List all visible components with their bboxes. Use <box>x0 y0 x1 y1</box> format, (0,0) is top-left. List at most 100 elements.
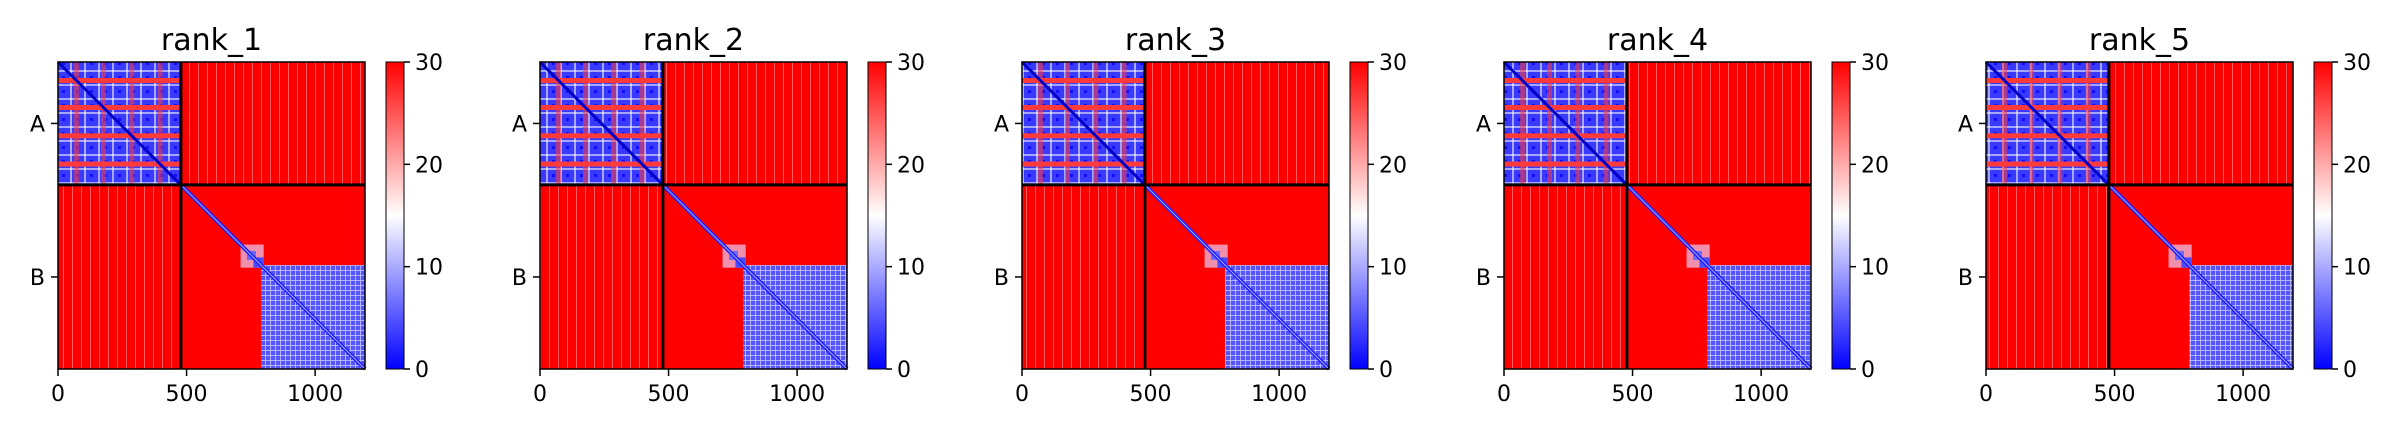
heatmap-panel: rank_4 A B 0 500 1000 0 10 20 30 <box>1476 23 1889 407</box>
heatmap-band <box>100 62 106 185</box>
heatmap-band <box>157 62 163 185</box>
heatmap-band <box>1121 62 1127 185</box>
colorbar-tick-label: 10 <box>897 256 925 281</box>
heatmap-block-ba <box>1022 184 1145 369</box>
heatmap-band <box>1986 133 2109 139</box>
x-tick-label: 0 <box>51 382 65 407</box>
heatmap-band <box>1986 161 2109 167</box>
heatmap-block-ba <box>58 184 181 369</box>
heatmap-panel: rank_2 A B 0 500 1000 0 10 20 30 <box>512 23 925 407</box>
heatmap-band <box>58 77 181 83</box>
y-tick-label: A <box>1958 112 1973 137</box>
x-tick-label: 0 <box>1497 382 1511 407</box>
heatmap-diagonal-b-highlight <box>180 184 366 370</box>
colorbar <box>385 61 405 370</box>
heatmap-panel: rank_5 A B 0 500 1000 0 10 20 30 <box>1958 23 2371 407</box>
heatmap-band <box>1022 104 1145 110</box>
heatmap-band <box>129 62 135 185</box>
axes-frame <box>1985 61 2294 370</box>
colorbar-tick-label: 10 <box>2343 256 2371 281</box>
colorbar-tick-label: 30 <box>415 51 443 76</box>
colorbar-tick-label: 0 <box>2343 358 2357 383</box>
colorbar <box>1349 61 1369 370</box>
heatmap-block-ba <box>1504 184 1627 369</box>
colorbar-tick-label: 0 <box>897 358 911 383</box>
heatmap-diagonal-b-highlight <box>2108 184 2294 370</box>
heatmap-block-ab <box>1144 62 1329 185</box>
x-tick-label: 0 <box>1015 382 1029 407</box>
heatmap-diagonal-b-highlight <box>1626 184 1812 370</box>
colorbar-tick-label: 0 <box>415 358 429 383</box>
axes-frame <box>1021 61 1330 370</box>
heatmap-band <box>555 62 561 185</box>
heatmap-diagonal-a <box>56 60 182 186</box>
heatmap-band <box>1504 133 1627 139</box>
heatmap-block-ba <box>1986 184 2109 369</box>
colorbar-tick-label: 20 <box>897 153 925 178</box>
heatmap-band <box>540 133 663 139</box>
colorbar-tick-label: 30 <box>1379 51 1407 76</box>
heatmap-block-ba <box>540 184 663 369</box>
panel-title: rank_3 <box>1125 23 1226 58</box>
heatmap-band <box>2057 62 2063 185</box>
y-tick-label: A <box>512 112 527 137</box>
axes-frame <box>1503 61 1812 370</box>
x-tick-label: 500 <box>648 382 690 407</box>
colorbar-tick-label: 20 <box>1861 153 1889 178</box>
heatmap-panel: rank_1 A B 0 500 1000 0 10 20 30 <box>30 23 443 407</box>
panel-title: rank_1 <box>161 23 262 58</box>
colorbar-tick-label: 20 <box>1379 153 1407 178</box>
x-tick-label: 500 <box>166 382 208 407</box>
y-tick-label: B <box>1958 266 1973 291</box>
x-tick-label: 0 <box>1979 382 1993 407</box>
heatmap-block-ab <box>1626 62 1811 185</box>
heatmap-band <box>1986 77 2109 83</box>
x-tick-label: 0 <box>533 382 547 407</box>
heatmap-band <box>1603 62 1609 185</box>
x-tick-label: 500 <box>1130 382 1172 407</box>
colorbar <box>867 61 887 370</box>
heatmap-band <box>1022 133 1145 139</box>
panel-title: rank_2 <box>643 23 744 58</box>
colorbar-tick-label: 20 <box>415 153 443 178</box>
x-tick-label: 1000 <box>2215 382 2271 407</box>
colorbar-tick-label: 30 <box>2343 51 2371 76</box>
heatmap-band <box>1504 77 1627 83</box>
colorbar <box>1831 61 1851 370</box>
heatmap-band <box>58 161 181 167</box>
y-tick-label: B <box>994 266 1009 291</box>
x-tick-label: 1000 <box>769 382 825 407</box>
heatmap-block-ab <box>662 62 847 185</box>
heatmap-band <box>1093 62 1099 185</box>
panel-title: rank_5 <box>2089 23 2190 58</box>
heatmap-diagonal-a <box>1020 60 1146 186</box>
colorbar-tick-label: 30 <box>897 51 925 76</box>
heatmap-band <box>2028 62 2034 185</box>
heatmap-diagonal-b-highlight <box>1144 184 1330 370</box>
x-tick-label: 500 <box>2094 382 2136 407</box>
heatmap-band <box>582 62 588 185</box>
y-tick-label: B <box>512 266 527 291</box>
axes-frame <box>57 61 366 370</box>
heatmap-band <box>1519 62 1525 185</box>
y-tick-label: A <box>30 112 45 137</box>
heatmap-block-ab <box>180 62 365 185</box>
heatmap-band <box>540 77 663 83</box>
heatmap-band <box>639 62 645 185</box>
heatmap-band <box>540 104 663 110</box>
heatmap-band <box>1575 62 1581 185</box>
heatmap-band <box>58 133 181 139</box>
colorbar <box>2313 61 2333 370</box>
y-tick-label: A <box>994 112 1009 137</box>
colorbar-tick-label: 20 <box>2343 153 2371 178</box>
colorbar-tick-label: 0 <box>1861 358 1875 383</box>
heatmap-band <box>1022 161 1145 167</box>
heatmap-band <box>1504 104 1627 110</box>
heatmap-block-ab <box>2108 62 2293 185</box>
heatmap-band <box>1504 161 1627 167</box>
heatmap-band <box>2001 62 2007 185</box>
axes-frame <box>539 61 848 370</box>
heatmap-band <box>1986 104 2109 110</box>
heatmap-band <box>2085 62 2091 185</box>
